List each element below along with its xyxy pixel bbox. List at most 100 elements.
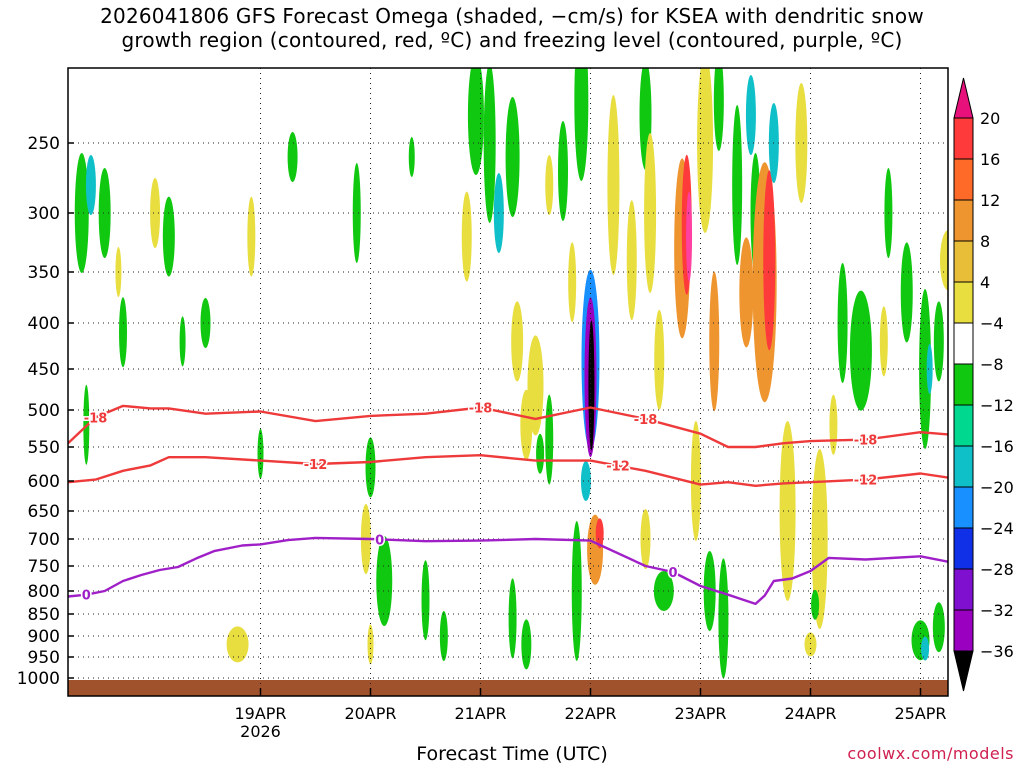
omega-shade-cell: [511, 301, 524, 382]
omega-shade-cell: [408, 137, 415, 177]
omega-shade-cell: [607, 95, 620, 275]
omega-shade-cell: [718, 558, 729, 679]
colorbar-label: 16: [980, 150, 1000, 169]
omega-shade-cell: [795, 83, 808, 203]
y-tick-label: 400: [28, 314, 60, 334]
omega-shade-cell: [686, 191, 693, 282]
colorbar-segment: [953, 240, 974, 283]
omega-shade-cell: [811, 589, 820, 620]
omega-shade-cell: [287, 132, 298, 182]
omega-shade-cell: [150, 178, 161, 248]
omega-shade-cell: [640, 509, 651, 569]
x-tick-label: 20APR: [344, 704, 396, 723]
omega-shade-cell: [713, 68, 724, 151]
colorbar-segment: [953, 281, 974, 324]
omega-shade-cell: [179, 316, 186, 367]
omega-shade-cell: [367, 624, 374, 665]
surface-terrain: [68, 680, 948, 696]
colorbar-top-arrow: [953, 77, 974, 119]
omega-shade-cell: [574, 68, 589, 181]
colorbar-label: 4: [980, 273, 990, 292]
omega-shade-cell: [763, 170, 776, 351]
omega-shade-cell: [745, 75, 756, 155]
colorbar-segment: [953, 158, 974, 201]
omega-shade-cell: [919, 289, 932, 449]
colorbar-label: −12: [980, 396, 1014, 415]
omega-shade-cell: [505, 97, 520, 217]
colorbar-label: −16: [980, 437, 1014, 456]
y-tick-label: 850: [28, 605, 60, 625]
contour-line: [68, 454, 948, 487]
omega-shade-cell: [226, 626, 249, 663]
omega-shade-cell: [804, 632, 817, 657]
y-tick-label: 950: [28, 648, 60, 668]
omega-shade-cell: [365, 437, 376, 498]
x-tick-label: 23APR: [674, 704, 726, 723]
y-tick-label: 600: [28, 472, 60, 492]
omega-shade-cell: [421, 560, 430, 641]
omega-shade-cell: [644, 133, 657, 293]
colorbar-label: −4: [980, 314, 1004, 333]
omega-shade-cell: [921, 636, 930, 661]
y-tick-label: 900: [28, 627, 60, 647]
contour-label: -18: [854, 434, 878, 449]
y-tick-label: 1000: [17, 669, 60, 689]
omega-shading-layer: [68, 68, 948, 696]
y-tick-label: 700: [28, 530, 60, 550]
omega-shade-cell: [690, 421, 701, 541]
omega-shade-cell: [74, 153, 89, 273]
contour-label: 0: [82, 589, 91, 604]
x-tick-sublabel: 2026: [240, 722, 281, 741]
contour-line: [68, 404, 948, 449]
colorbar-label: 20: [980, 109, 1000, 128]
y-tick-label: 350: [28, 263, 60, 283]
omega-shade-cell: [376, 536, 393, 626]
omega-shade-cell: [829, 394, 838, 455]
colorbar-segment: [953, 363, 974, 406]
contour-label: -18: [634, 413, 658, 428]
omega-shade-cell: [98, 168, 111, 258]
colorbar: 20 16 12 8 4 −4 −8 −12 −16 −20 −24 −28 −32 −36: [953, 77, 1014, 692]
omega-shade-cell: [697, 68, 714, 233]
omega-shade-cell: [933, 301, 944, 382]
colorbar-segment: [953, 117, 974, 160]
omega-shade-cell: [508, 578, 517, 659]
omega-shade-cell: [521, 619, 532, 670]
x-tick-label: 25APR: [894, 704, 946, 723]
y-tick-label: 800: [28, 582, 60, 602]
omega-shade-cell: [739, 237, 754, 348]
y-tick-label: 300: [28, 204, 60, 224]
contour-label: -12: [854, 474, 878, 489]
y-tick-label: 550: [28, 438, 60, 458]
colorbar-segment: [953, 199, 974, 242]
contour-label: -12: [606, 460, 630, 475]
x-tick-label: 19APR: [234, 704, 286, 723]
omega-shade-cell: [461, 191, 472, 282]
omega-shade-cell: [779, 421, 796, 601]
credit-link[interactable]: coolwx.com/models: [847, 744, 1014, 763]
omega-shade-cell: [588, 320, 595, 451]
y-tick-label: 450: [28, 360, 60, 380]
contour-line: [68, 536, 948, 606]
colorbar-segment: [953, 568, 974, 611]
colorbar-segment: [953, 486, 974, 529]
x-tick-label: 22APR: [564, 704, 616, 723]
colorbar-segment: [953, 445, 974, 488]
omega-shade-cell: [654, 309, 665, 410]
colorbar-label: −28: [980, 560, 1014, 579]
omega-shade-cell: [162, 196, 175, 277]
chart-title-line-2: growth region (contoured, red, ºC) and f…: [121, 28, 903, 52]
omega-shade-cell: [811, 449, 828, 629]
omega-shade-cell: [703, 551, 716, 631]
x-tick-label: 21APR: [454, 704, 506, 723]
y-tick-label: 750: [28, 557, 60, 577]
y-tick-label: 650: [28, 502, 60, 522]
colorbar-label: −32: [980, 601, 1014, 620]
colorbar-segment: [953, 322, 974, 365]
contour-layer: -18 -18 -18 -18 -12 -12 -12 0 0 0: [68, 400, 948, 606]
omega-shade-cell: [568, 242, 577, 323]
omega-shade-cell: [626, 200, 637, 321]
contour-label: -12: [304, 458, 328, 473]
omega-shade-cell: [352, 163, 361, 263]
